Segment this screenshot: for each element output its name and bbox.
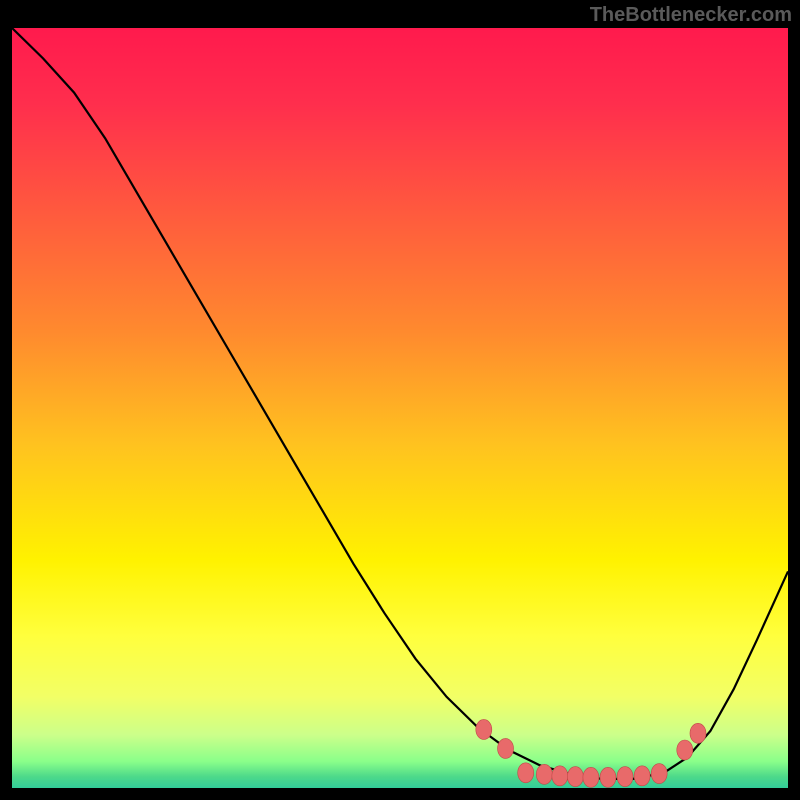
curve-marker bbox=[518, 763, 534, 783]
curve-marker bbox=[690, 723, 706, 743]
curve-marker bbox=[651, 764, 667, 784]
curve-marker bbox=[634, 766, 650, 786]
curve-marker bbox=[617, 767, 633, 787]
curve-layer bbox=[12, 28, 788, 788]
curve-marker bbox=[677, 740, 693, 760]
curve-marker bbox=[583, 767, 599, 787]
curve-marker bbox=[600, 767, 616, 787]
curve-marker bbox=[476, 719, 492, 739]
watermark-text: TheBottlenecker.com bbox=[590, 4, 792, 27]
curve-marker bbox=[498, 738, 514, 758]
plot-area bbox=[12, 28, 788, 788]
bottleneck-curve bbox=[12, 28, 788, 779]
curve-marker bbox=[552, 766, 568, 786]
curve-marker bbox=[567, 767, 583, 787]
marker-group bbox=[476, 719, 706, 787]
chart-container: TheBottlenecker.com bbox=[0, 0, 800, 800]
curve-marker bbox=[536, 764, 552, 784]
